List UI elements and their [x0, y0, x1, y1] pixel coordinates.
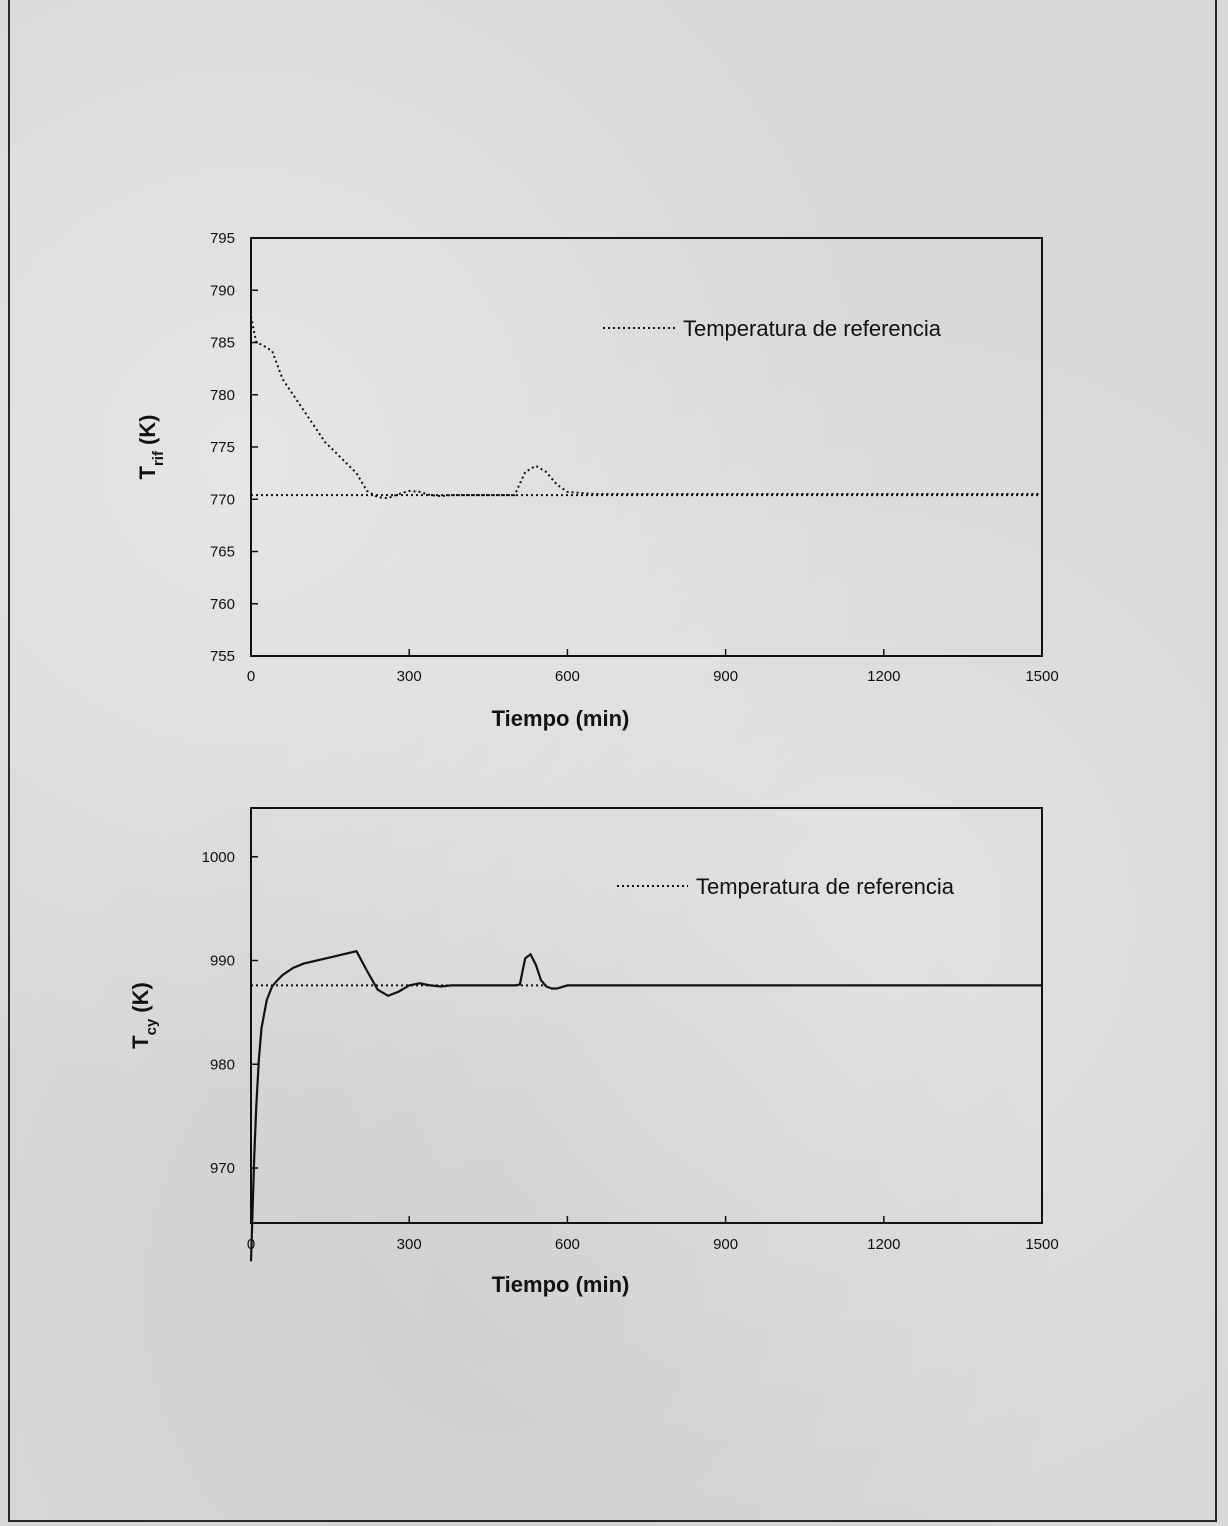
x-tick-label: 600	[555, 1236, 580, 1253]
y-tick-label: 775	[210, 439, 235, 456]
legend-label: Temperatura de referencia	[683, 316, 942, 341]
x-axis-title: Tiempo (min)	[492, 1272, 630, 1297]
y-tick-label: 970	[210, 1160, 235, 1177]
y-axis-title-unit: (K)	[128, 982, 153, 1013]
y-tick-label: 795	[210, 230, 235, 247]
temperature-curve	[249, 949, 1042, 1262]
y-tick-label: 755	[210, 648, 235, 665]
y-axis-title: Tcy (K)	[128, 982, 160, 1049]
x-tick-label: 900	[713, 1236, 738, 1253]
legend-label: Temperatura de referencia	[696, 874, 955, 899]
y-tick-label: 780	[210, 387, 235, 404]
x-tick-label: 300	[397, 1236, 422, 1253]
y-tick-label: 1000	[202, 849, 235, 866]
y-axis-title-subscript: rif	[150, 450, 167, 466]
y-axis-title-unit: (K)	[135, 415, 160, 446]
y-tick-label: 760	[210, 596, 235, 613]
y-axis-title-symbol: T	[135, 466, 160, 480]
y-tick-label: 765	[210, 544, 235, 561]
x-axis-title: Tiempo (min)	[492, 706, 630, 731]
page-frame	[8, 0, 1217, 1522]
x-tick-label: 0	[247, 668, 255, 685]
y-tick-label: 785	[210, 335, 235, 352]
temperature-curve	[251, 316, 1042, 500]
x-tick-label: 900	[713, 668, 738, 685]
y-tick-label: 980	[210, 1056, 235, 1073]
x-tick-label: 1500	[1025, 668, 1058, 685]
y-tick-label: 790	[210, 282, 235, 299]
y-tick-label: 990	[210, 953, 235, 970]
x-tick-label: 1200	[867, 668, 900, 685]
y-tick-label: 770	[210, 491, 235, 508]
x-tick-label: 1500	[1025, 1236, 1058, 1253]
y-axis-title: Trif (K)	[135, 415, 167, 480]
y-axis-title-subscript: cy	[143, 1018, 160, 1035]
y-axis-title-symbol: T	[128, 1035, 153, 1049]
plot-frame	[250, 807, 1043, 1224]
x-tick-label: 1200	[867, 1236, 900, 1253]
chart-top: 0 300 600 900 1200 1500 755 760 765 770 775 780 785 7…	[135, 230, 1059, 731]
x-tick-label: 600	[555, 668, 580, 685]
x-tick-label: 300	[397, 668, 422, 685]
